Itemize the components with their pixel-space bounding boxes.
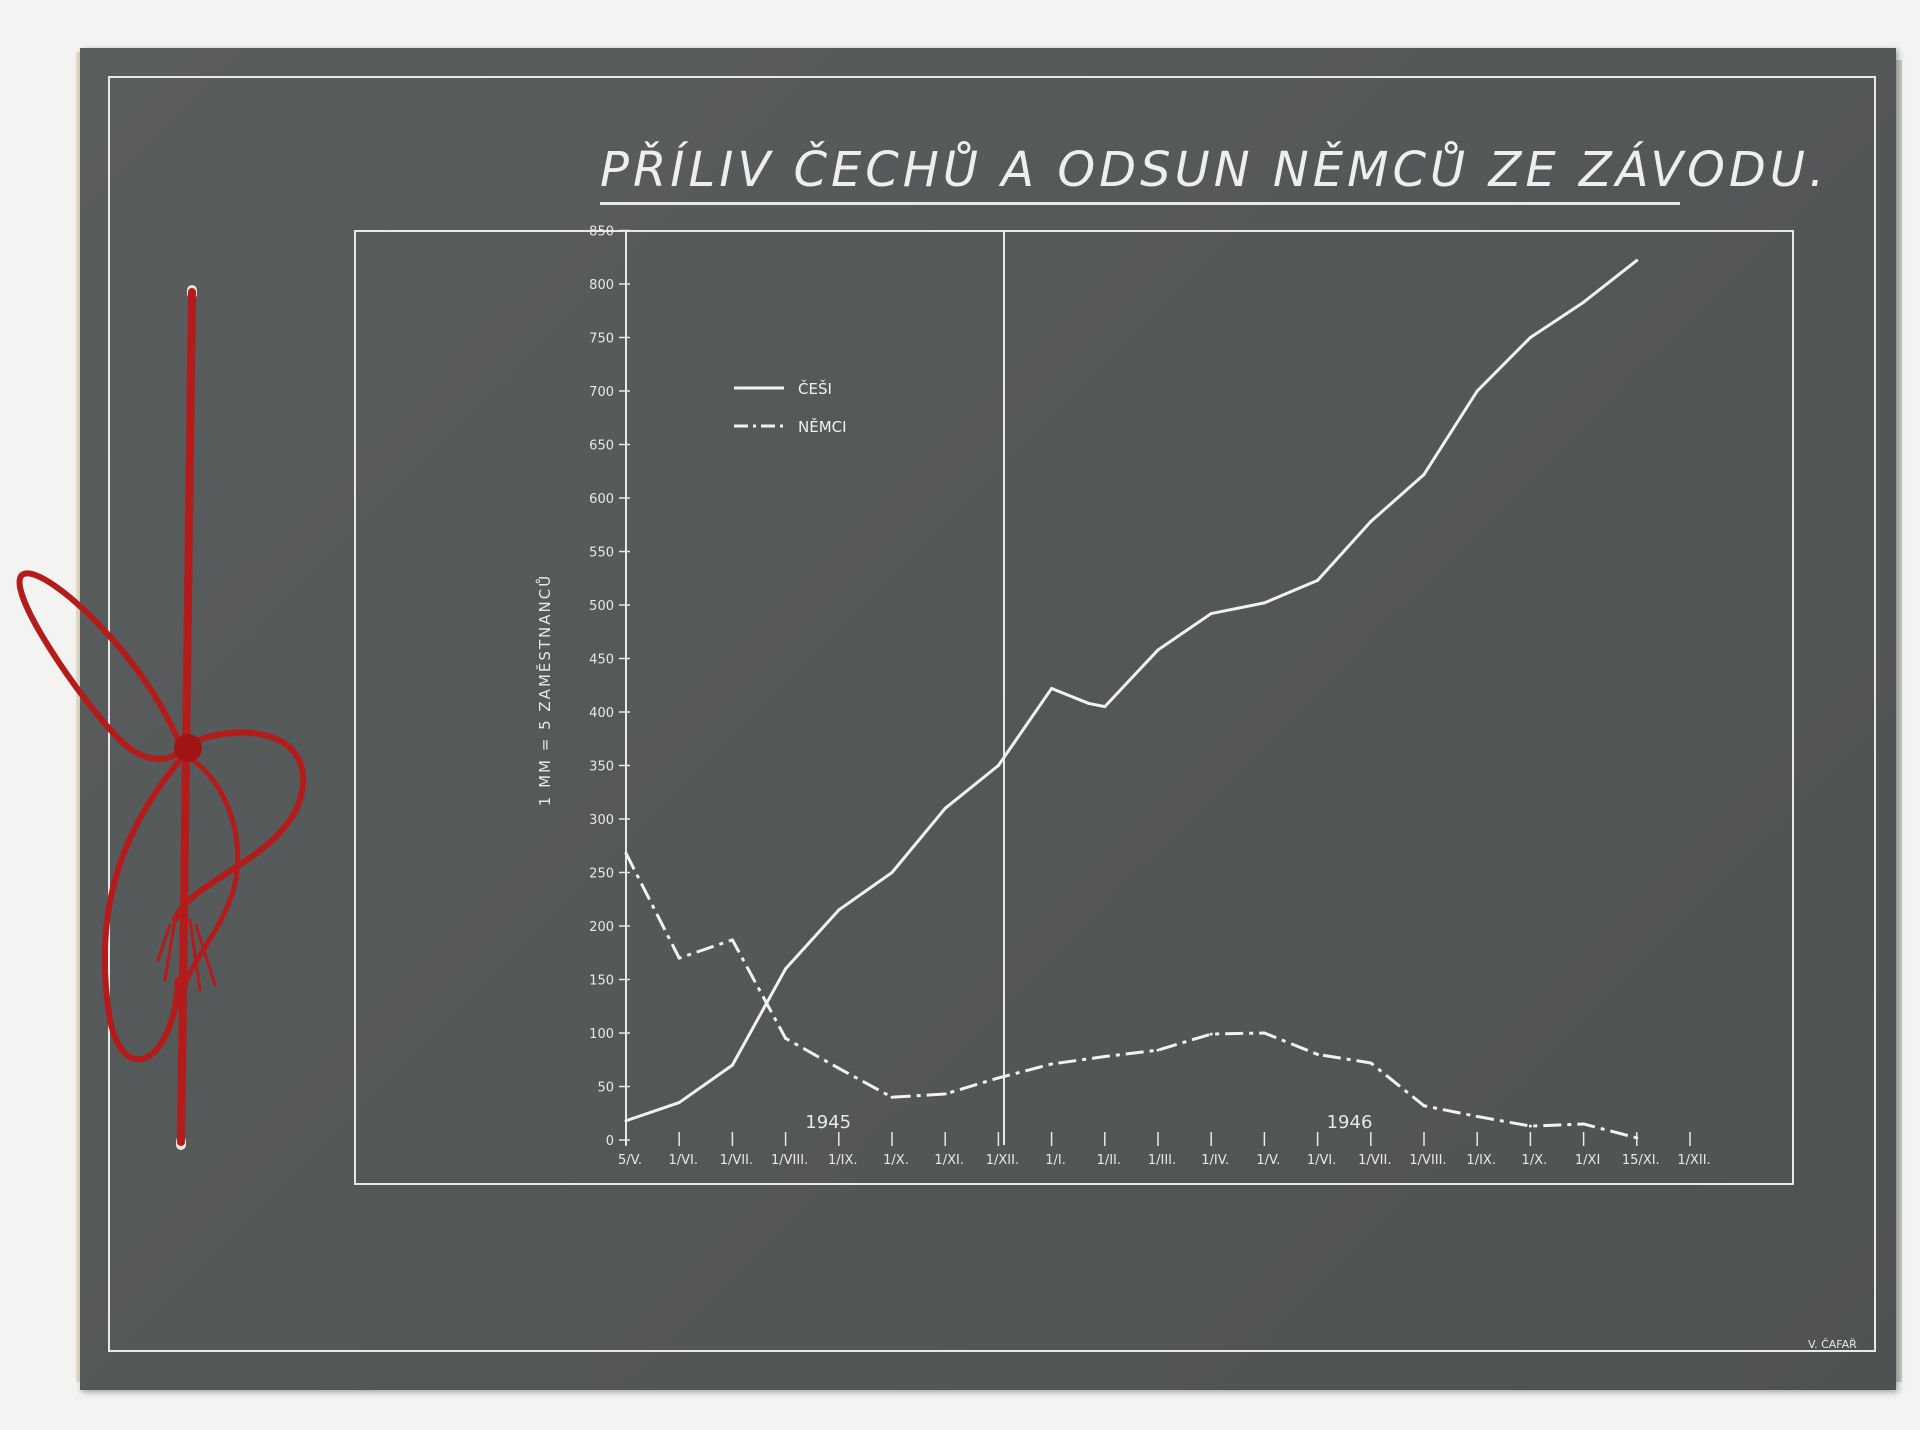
x-tick-label: 1/IX.	[828, 1153, 858, 1168]
data-point	[1369, 1061, 1373, 1065]
series-lines	[624, 258, 1639, 1140]
data-point	[1050, 686, 1054, 690]
x-tick-label: 1/X.	[1522, 1153, 1548, 1168]
y-tick-label: 700	[589, 385, 614, 400]
y-tick-label: 50	[597, 1081, 614, 1096]
data-point	[1582, 300, 1586, 304]
data-point	[1262, 1031, 1266, 1035]
signature: V. ČAFAŘ	[1808, 1338, 1857, 1351]
data-point	[1635, 1136, 1639, 1140]
y-ticks: 0 50 100 150 200 250 300 350 400 450 500 550 600 650 7…	[589, 225, 630, 1149]
chart-frame	[354, 230, 1794, 1185]
data-point	[1316, 1052, 1320, 1056]
data-point	[1209, 1032, 1213, 1036]
y-tick-label: 800	[589, 278, 614, 293]
data-point	[837, 908, 841, 912]
data-point	[1635, 258, 1639, 262]
x-tick-label: 1/VII.	[1358, 1153, 1391, 1168]
data-point	[624, 851, 628, 855]
y-tick-label: 350	[589, 760, 614, 775]
data-point	[1262, 601, 1266, 605]
x-tick-label: 1/XII.	[1677, 1153, 1710, 1168]
outer-frame	[108, 76, 1876, 1352]
data-point	[624, 1119, 628, 1123]
y-tick-label: 850	[589, 225, 614, 240]
data-point	[1156, 1048, 1160, 1052]
data-point	[1209, 612, 1213, 616]
data-point	[1103, 705, 1107, 709]
data-point	[1422, 472, 1426, 476]
data-point	[890, 871, 894, 874]
y-tick-label: 100	[589, 1027, 614, 1042]
y-tick-label: 450	[589, 653, 614, 668]
series-line-nemci	[624, 852, 1638, 1140]
x-tick-label: 1/VIII.	[1409, 1153, 1446, 1168]
data-point	[784, 967, 788, 971]
data-point	[1422, 1104, 1426, 1108]
legend: ČEŠI NĚMCI	[734, 379, 847, 436]
y-tick-label: 0	[606, 1134, 614, 1149]
data-point	[996, 1076, 1000, 1080]
data-point	[784, 1036, 788, 1040]
data-point	[1369, 520, 1373, 524]
x-tick-label: 1/XI	[1575, 1153, 1600, 1168]
data-point	[1528, 336, 1532, 339]
data-point	[1475, 389, 1479, 393]
x-tick-label: 1/VIII.	[771, 1153, 808, 1168]
data-point	[1316, 578, 1320, 582]
x-tick-label: 1/VII.	[720, 1153, 753, 1168]
x-tick-label: 1/XII.	[986, 1153, 1019, 1168]
x-tick-label: 1/II.	[1097, 1153, 1121, 1168]
y-tick-label: 750	[589, 332, 614, 347]
x-tick-label: 1/X.	[883, 1153, 909, 1168]
data-point	[890, 1095, 894, 1099]
y-axis-label: 1 MM = 5 ZAMĚSTNANCŮ	[535, 574, 554, 806]
y-tick-label: 250	[589, 867, 614, 882]
x-tick-label: 1/I.	[1045, 1153, 1066, 1168]
data-point	[837, 1066, 841, 1070]
x-tick-label: 1/VI.	[1307, 1153, 1337, 1168]
y-tick-label: 150	[589, 974, 614, 989]
y-tick-label: 400	[589, 706, 614, 721]
data-point	[943, 1092, 947, 1096]
data-point	[730, 1063, 734, 1067]
chart-title: PŘÍLIV ČECHŮ A ODSUN NĚMCŮ ZE ZÁVODU.	[600, 140, 1824, 205]
x-tick-label: 1/IV.	[1201, 1153, 1229, 1168]
legend-label: ČEŠI	[798, 379, 832, 398]
x-tick-label: 5/V.	[618, 1153, 642, 1168]
year-labels: 1945 1946	[805, 1112, 1372, 1133]
x-tick-label: 1/III.	[1148, 1153, 1176, 1168]
y-tick-label: 650	[589, 439, 614, 454]
data-point	[1087, 701, 1091, 705]
series-line-cesi	[625, 259, 1638, 1123]
y-tick-label: 600	[589, 492, 614, 507]
year-label: 1945	[805, 1112, 851, 1133]
data-point	[1475, 1114, 1479, 1118]
board	[80, 48, 1896, 1390]
x-ticks: 5/V. 1/VI. 1/VII. 1/VIII. 1/IX. 1/X. 1/XI. 1/XI…	[618, 1132, 1711, 1168]
y-tick-label: 500	[589, 599, 614, 614]
data-point	[996, 764, 1000, 767]
data-point	[1528, 1124, 1532, 1128]
legend-label: NĚMCI	[798, 417, 847, 436]
x-tick-label: 15/XI.	[1622, 1153, 1660, 1168]
data-point	[677, 956, 681, 960]
x-tick-label: 1/V.	[1256, 1153, 1280, 1168]
data-point	[1103, 1055, 1107, 1059]
x-tick-label: 1/XI.	[934, 1153, 964, 1168]
y-tick-label: 200	[589, 920, 614, 935]
x-tick-label: 1/IX.	[1466, 1153, 1496, 1168]
y-tick-label: 300	[589, 813, 614, 828]
data-point	[1582, 1122, 1586, 1126]
data-point	[1156, 648, 1160, 652]
data-point	[1050, 1062, 1054, 1066]
data-point	[943, 806, 947, 810]
y-tick-label: 550	[589, 546, 614, 561]
data-point	[730, 938, 734, 942]
data-point	[677, 1101, 681, 1105]
year-label: 1946	[1327, 1112, 1373, 1133]
x-tick-label: 1/VI.	[668, 1153, 698, 1168]
